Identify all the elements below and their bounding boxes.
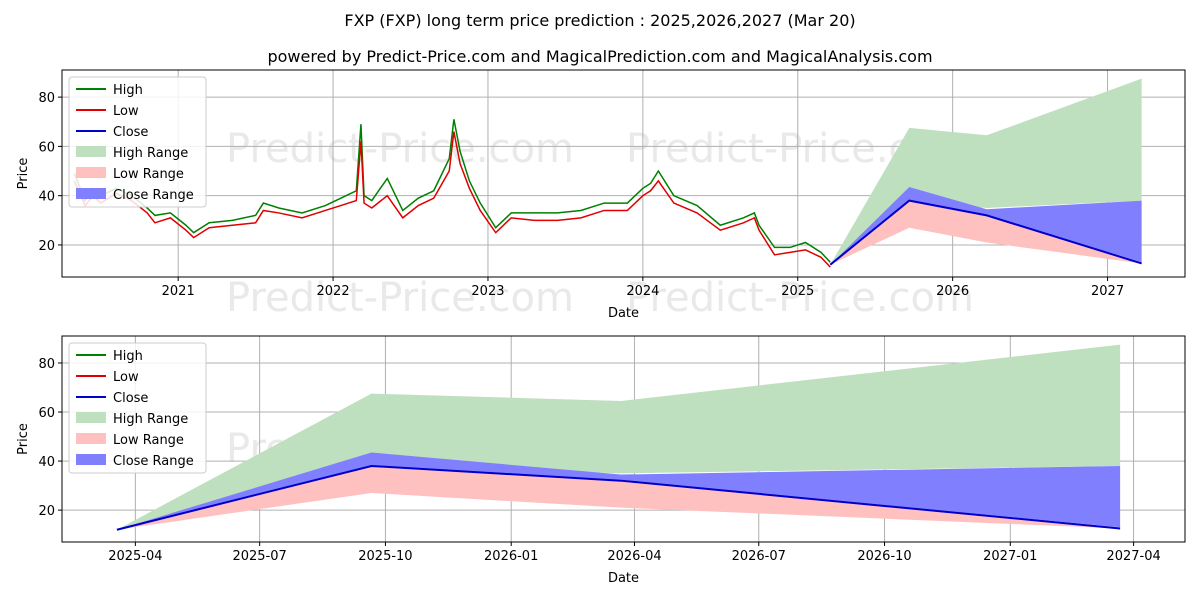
high-range-band — [830, 78, 1142, 265]
x-axis-label: Date — [608, 306, 639, 321]
x-tick-label: 2021 — [162, 284, 195, 299]
close-range-band — [116, 452, 1121, 530]
legend-low-range-label: Low Range — [113, 167, 184, 182]
low-range-band — [116, 465, 1121, 530]
y-axis-label: Price — [16, 423, 31, 455]
x-tick-label: 2025 — [781, 284, 814, 299]
legend-high-range-label: High Range — [113, 412, 188, 427]
legend-low-range-swatch — [76, 433, 106, 444]
axes-frame — [61, 335, 1186, 543]
x-tick-label: 2024 — [626, 284, 659, 299]
legend-close-range-label: Close Range — [113, 188, 194, 203]
legend: High Low Close High Range Low Range Close Ran… — [68, 342, 207, 474]
legend-close-label: Close — [113, 391, 148, 406]
chart-title: FXP (FXP) long term price prediction : 2… — [344, 11, 855, 30]
close-range-band — [830, 187, 1142, 265]
low-series-line — [73, 131, 831, 268]
chart-subtitle: powered by Predict-Price.com and Magical… — [267, 47, 932, 66]
x-axis-label: Date — [608, 571, 639, 586]
legend-low-label: Low — [113, 104, 139, 119]
forecast-panel: Predict-Price.comPredict-Price.com2025-0… — [16, 335, 1186, 586]
axes-frame — [61, 69, 1186, 278]
y-tick-label: 80 — [38, 91, 55, 106]
x-tick-label: 2026-04 — [607, 549, 661, 564]
legend-low-label: Low — [113, 370, 139, 385]
x-tick-label: 2025-10 — [358, 549, 412, 564]
y-tick-label: 60 — [38, 406, 55, 421]
watermark-text: Predict-Price.com — [226, 275, 574, 321]
plot-marks — [116, 344, 1121, 531]
x-tick-label: 2026-01 — [484, 549, 538, 564]
x-tick-label: 2027-01 — [983, 549, 1037, 564]
legend-close-range-swatch — [76, 188, 106, 199]
history-panel: Predict-Price.com Predict-Price.com Predic… — [16, 69, 1186, 321]
legend-low-range-swatch — [76, 167, 106, 178]
x-tick-label: 2026-10 — [857, 549, 911, 564]
y-tick-label: 40 — [38, 455, 55, 470]
x-tick-label: 2027-04 — [1106, 549, 1160, 564]
y-tick-label: 20 — [38, 239, 55, 254]
x-tick-label: 2027 — [1091, 284, 1124, 299]
y-tick-label: 20 — [38, 504, 55, 519]
high-range-band — [116, 344, 1121, 530]
y-tick-label: 80 — [38, 357, 55, 372]
y-tick-label: 40 — [38, 190, 55, 205]
legend-high-label: High — [113, 349, 143, 364]
watermark-text: Predict-Price.com — [226, 126, 574, 172]
watermark-text: Predict-Price.com — [626, 275, 974, 321]
legend-high-range-swatch — [76, 412, 106, 423]
legend-close-range-label: Close Range — [113, 454, 194, 469]
x-tick-label: 2026 — [936, 284, 969, 299]
x-tick-label: 2022 — [317, 284, 350, 299]
legend-high-range-swatch — [76, 146, 106, 157]
plot-marks — [73, 78, 1142, 268]
legend-high-label: High — [113, 83, 143, 98]
x-tick-label: 2025-07 — [232, 549, 286, 564]
legend: High Low Close High Range Low Range Close Ran… — [68, 76, 207, 208]
legend-close-range-swatch — [76, 454, 106, 465]
legend-high-range-label: High Range — [113, 146, 188, 161]
x-tick-label: 2023 — [471, 284, 504, 299]
low-range-band — [830, 200, 1142, 265]
y-axis-label: Price — [16, 158, 31, 190]
close-series-line — [829, 199, 1142, 266]
x-tick-label: 2026-07 — [732, 549, 786, 564]
y-tick-label: 60 — [38, 140, 55, 155]
legend-close-label: Close — [113, 125, 148, 140]
close-series-line — [116, 464, 1121, 531]
high-series-line — [73, 119, 831, 263]
legend-low-range-label: Low Range — [113, 433, 184, 448]
x-tick-label: 2025-04 — [108, 549, 162, 564]
